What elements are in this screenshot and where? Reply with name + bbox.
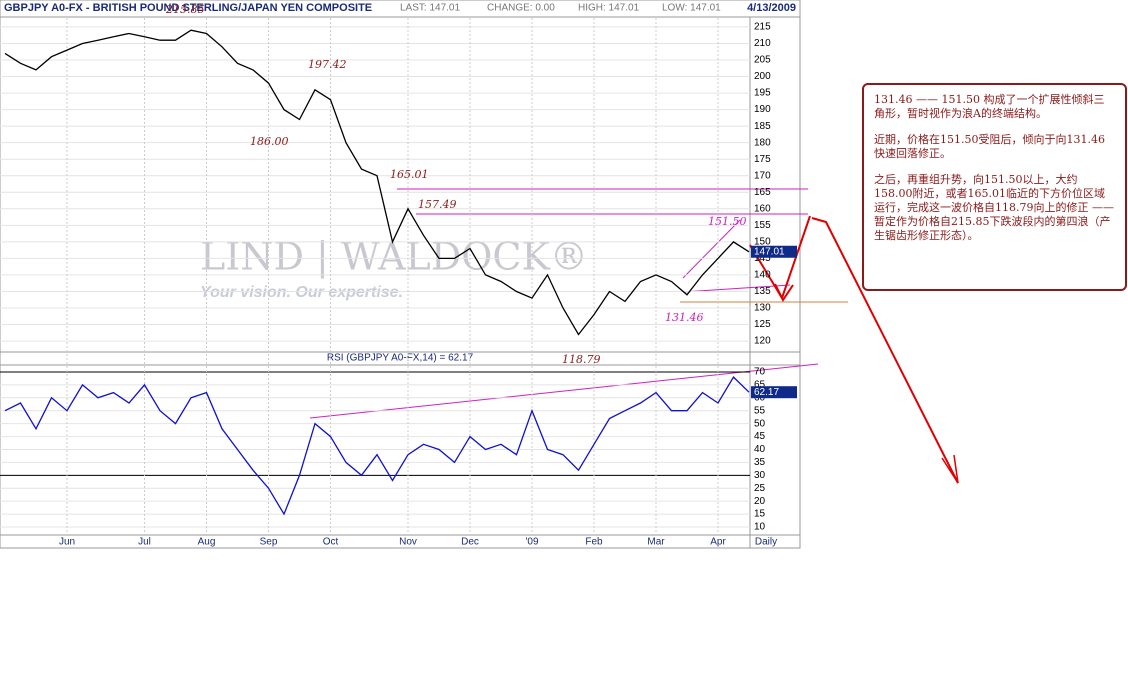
annotation: 165.01	[390, 168, 429, 181]
annotation: 151.50	[708, 215, 747, 228]
y-tick-label: 120	[754, 336, 771, 347]
y-tick-label: 200	[754, 71, 771, 82]
stat: LOW: 147.01	[662, 3, 721, 14]
y-tick-label: 10	[754, 522, 766, 533]
note-box: 131.46 —— 151.50 构成了一个扩展性倾斜三角形，暂时视作为浪A的终…	[862, 83, 1127, 291]
y-tick-label: 210	[754, 38, 771, 49]
frame	[0, 0, 801, 549]
annotation-lines	[309, 188, 959, 484]
y-tick-label: 45	[754, 431, 766, 442]
y-tick-label: 130	[754, 303, 771, 314]
x-tick-label: Jun	[59, 537, 75, 548]
x-tick-label: Feb	[585, 537, 603, 548]
y-tick-label: 150	[754, 237, 771, 248]
x-tick-label: '09	[525, 537, 538, 548]
x-tick-label: Sep	[260, 537, 278, 548]
last-value-box	[751, 245, 797, 258]
y-tick-label: 65	[754, 380, 766, 391]
last-value-box	[751, 386, 797, 399]
y-tick-label: 15	[754, 509, 766, 520]
rsi-title: RSI (GBPJPY A0-FX,14) = 62.17	[327, 353, 474, 364]
y-tick-label: 205	[754, 55, 771, 66]
y-tick-label: 125	[754, 319, 771, 330]
note-text: 近期，价格在151.50受阻后，倾向于向131.46快速回落修正。	[874, 133, 1105, 160]
x-tick-label: Aug	[198, 537, 216, 548]
y-tick-label: 35	[754, 457, 766, 468]
y-tick-label: 165	[754, 187, 771, 198]
annotation: 197.42	[308, 58, 347, 71]
y-tick-label: 155	[754, 220, 771, 231]
y-tick-label: 160	[754, 203, 771, 214]
y-tick-label: 170	[754, 170, 771, 181]
chart-title: GBPJPY A0-FX - BRITISH POUND STERLING/JA…	[4, 2, 372, 14]
y-tick-label: 55	[754, 405, 766, 416]
stat: LAST: 147.01	[400, 3, 460, 14]
y-tick-label: 40	[754, 444, 766, 455]
last-value-label: 147.01	[754, 246, 785, 257]
annotation: 186.00	[250, 135, 289, 148]
stat: HIGH: 147.01	[578, 3, 640, 14]
annotation: 215.85	[165, 3, 205, 16]
y-tick-label: 190	[754, 104, 771, 115]
date: 4/13/2009	[747, 2, 796, 14]
y-tick-label: 185	[754, 121, 771, 132]
y-tick-label: 145	[754, 253, 771, 264]
x-tick-label: Apr	[710, 537, 726, 548]
note-text: 131.46 —— 151.50 构成了一个扩展性倾斜三角形，暂时视作为浪A的终…	[874, 93, 1105, 120]
x-tick-label: Nov	[399, 537, 417, 548]
y-tick-label: 195	[754, 88, 771, 99]
y-tick-label: 25	[754, 483, 766, 494]
last-value-label: 62.17	[754, 387, 779, 398]
y-tick-label: 215	[754, 22, 771, 33]
period: Daily	[755, 537, 777, 548]
x-tick-label: Oct	[323, 537, 339, 548]
y-tick-label: 30	[754, 470, 766, 481]
note-text: 之后，再重组升势，向151.50以上，大约158.00附近，或者165.01临近…	[874, 173, 1114, 242]
x-tick-label: Dec	[461, 537, 479, 548]
stat: CHANGE: 0.00	[487, 3, 555, 14]
y-tick-label: 180	[754, 137, 771, 148]
y-tick-label: 140	[754, 270, 771, 281]
series-line	[4, 376, 750, 516]
y-tick-label: 50	[754, 418, 766, 429]
annotation: 131.46	[665, 311, 704, 324]
annotation: 157.49	[418, 198, 457, 211]
y-tick-label: 175	[754, 154, 771, 165]
x-tick-label: Jul	[138, 537, 151, 548]
y-tick-label: 70	[754, 367, 766, 378]
y-tick-label: 20	[754, 496, 766, 507]
tagline: Your vision. Our expertise.	[200, 284, 403, 301]
series-line	[4, 29, 750, 336]
watermark: LIND | WALDOCK®	[200, 235, 588, 279]
annotation: 118.79	[562, 353, 601, 366]
x-tick-label: Mar	[647, 537, 665, 548]
y-tick-label: 135	[754, 286, 771, 297]
